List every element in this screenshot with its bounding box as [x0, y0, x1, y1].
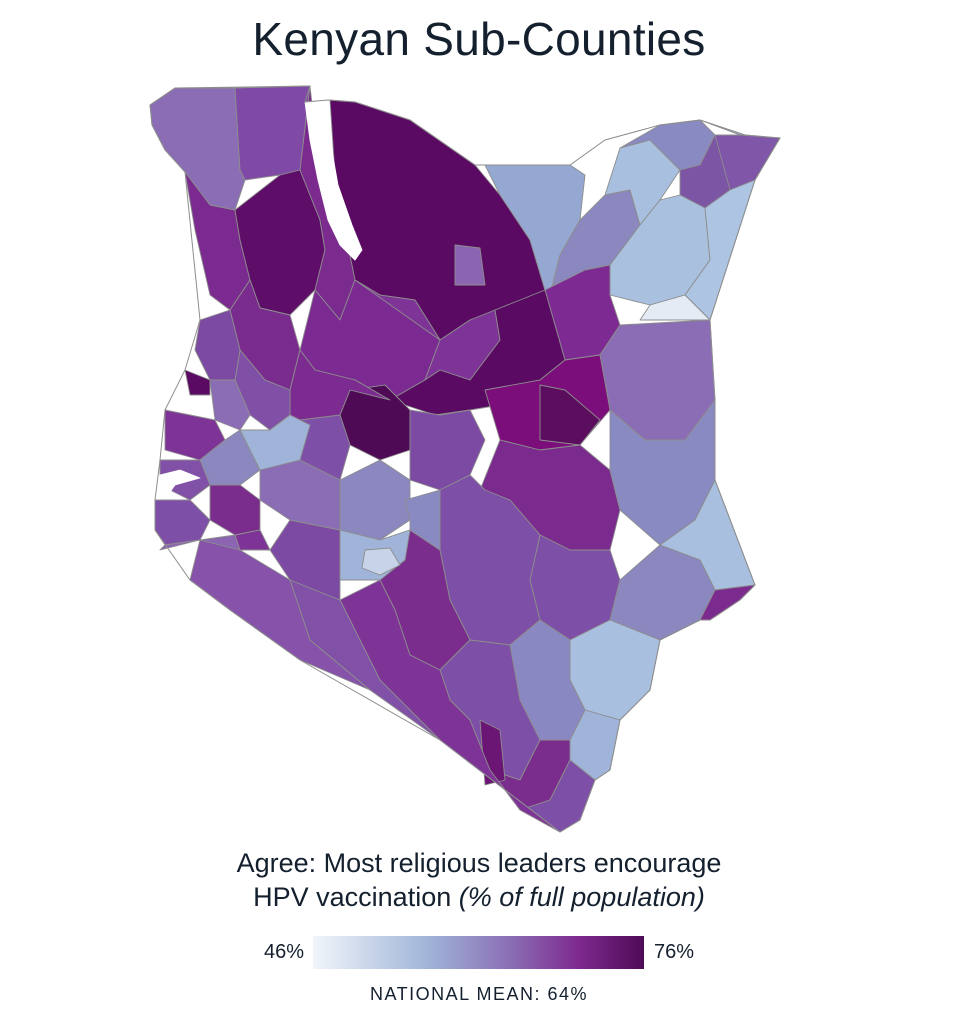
region-garissa-north	[539, 384, 601, 446]
caption-line-2-italic: (% of full population)	[458, 882, 705, 912]
lake-victoria-gulf	[140, 469, 201, 501]
map-svg	[140, 85, 781, 833]
national-mean-label: NATIONAL MEAN: 64%	[369, 984, 589, 1004]
region-homa-bay	[154, 499, 211, 546]
caption-line-1: Agree: Most religious leaders encourage	[236, 848, 722, 878]
kenya-border	[149, 85, 781, 833]
region-turkana-northeast	[234, 85, 311, 181]
caption-line-2: HPV vaccination (% of full population)	[0, 880, 958, 914]
region-nandi	[239, 414, 311, 471]
region-kilifi	[569, 619, 661, 721]
region-trans-nzoia	[184, 369, 211, 396]
legend-min-label: 46%	[263, 941, 304, 963]
region-marsabit-inset	[454, 244, 486, 286]
region-kericho	[209, 484, 261, 536]
region-machakos	[404, 489, 441, 551]
kenya-choropleth-map	[140, 80, 800, 840]
color-legend: 46% 76%	[0, 936, 958, 970]
region-uasin-gishu	[209, 379, 251, 431]
map-title: Kenyan Sub-Counties	[252, 13, 706, 65]
lake-turkana	[304, 99, 363, 261]
region-kisii	[234, 529, 271, 551]
region-central-highlands	[409, 409, 486, 491]
region-nairobi	[361, 547, 401, 576]
caption-line-2-plain: HPV vaccination	[253, 882, 459, 912]
region-nyeri	[339, 459, 411, 541]
region-tana-delta	[609, 544, 716, 641]
map-caption: Agree: Most religious leaders encourage …	[0, 846, 958, 914]
legend-max-label: 76%	[654, 941, 695, 963]
legend-gradient-bar	[313, 936, 644, 969]
